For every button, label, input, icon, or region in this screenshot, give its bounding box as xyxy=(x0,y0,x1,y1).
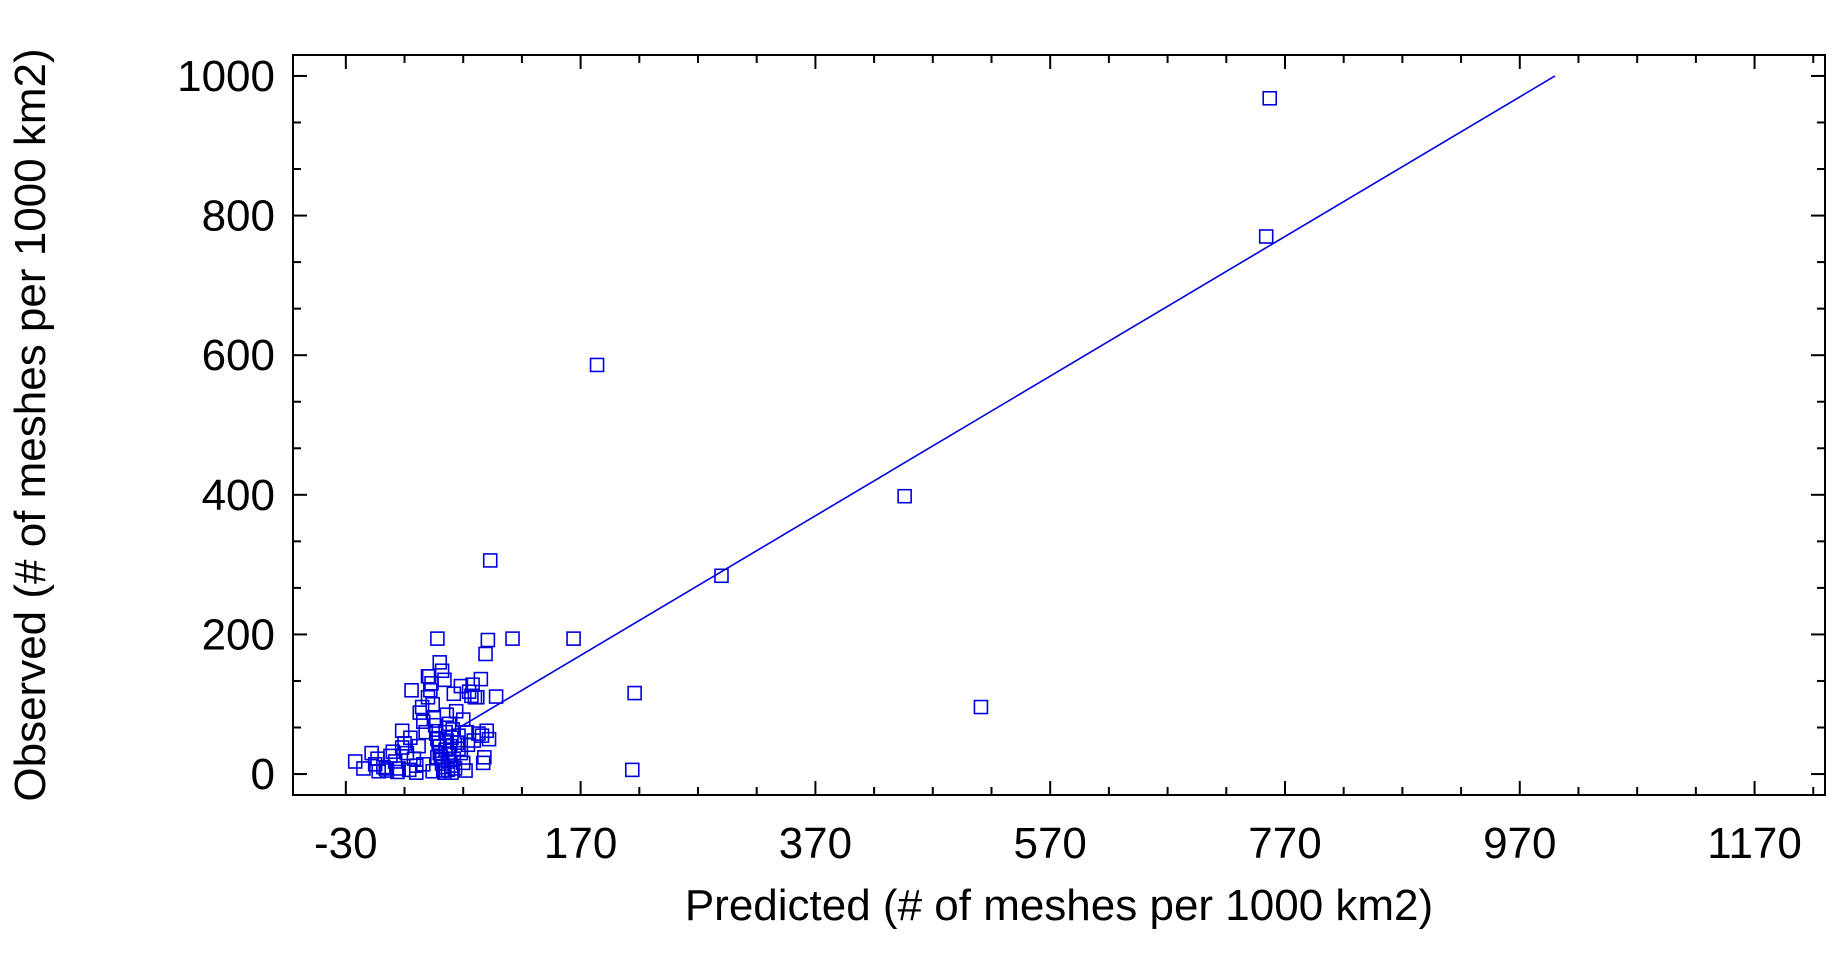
x-tick-label: 970 xyxy=(1483,819,1556,868)
data-point xyxy=(471,726,486,741)
y-tick-label: 800 xyxy=(202,192,275,241)
data-point xyxy=(437,672,452,688)
data-point xyxy=(390,764,405,780)
data-point xyxy=(480,632,496,648)
data-point xyxy=(439,707,455,723)
data-point xyxy=(488,689,504,704)
data-point xyxy=(371,763,386,779)
data-point xyxy=(897,488,912,504)
data-point xyxy=(624,762,640,778)
plot-frame xyxy=(292,54,1826,796)
data-point xyxy=(447,761,463,776)
x-tick-label: 570 xyxy=(1013,819,1086,868)
data-point xyxy=(434,663,450,679)
data-point xyxy=(451,741,466,757)
x-tick-label: 1170 xyxy=(1707,819,1802,868)
data-point xyxy=(470,689,485,705)
data-point xyxy=(379,763,395,778)
data-point xyxy=(455,755,471,771)
data-point xyxy=(589,357,605,373)
fit-line-group xyxy=(456,75,1556,730)
x-tick-label: 770 xyxy=(1248,819,1321,868)
fit-line xyxy=(456,75,1556,730)
data-point xyxy=(385,744,401,760)
y-tick-label: 400 xyxy=(202,471,275,520)
data-point xyxy=(973,699,989,715)
data-point xyxy=(408,765,424,780)
data-point xyxy=(477,750,492,765)
data-point xyxy=(404,682,419,698)
data-point xyxy=(458,763,473,778)
data-point xyxy=(430,750,445,765)
tick-labels: -30 170 370 570 770 970 1170 0 200 400 600 800 1000 xyxy=(177,52,1802,868)
data-point xyxy=(627,685,642,701)
data-point xyxy=(473,671,489,687)
data-point xyxy=(505,631,520,646)
data-point xyxy=(481,731,497,747)
axis-ticks xyxy=(293,55,1825,795)
data-point xyxy=(425,763,440,779)
y-axis-title: Observed (# of meshes per 1000 km2) xyxy=(6,48,55,801)
y-tick-label: 200 xyxy=(202,610,275,659)
data-points xyxy=(347,90,1278,780)
y-tick-label: 0 xyxy=(251,750,275,799)
data-point xyxy=(412,705,428,720)
x-tick-label: -30 xyxy=(314,819,378,868)
data-point xyxy=(432,655,448,670)
data-point xyxy=(411,738,426,754)
data-point xyxy=(425,696,440,712)
data-point xyxy=(714,568,729,584)
data-point xyxy=(444,765,459,780)
data-point xyxy=(394,740,410,755)
x-tick-label: 170 xyxy=(544,819,617,868)
data-point xyxy=(416,714,431,729)
data-point xyxy=(356,761,371,776)
data-point xyxy=(430,631,445,646)
data-point xyxy=(453,678,469,694)
data-point xyxy=(1258,229,1274,244)
data-point xyxy=(403,730,418,746)
x-axis-title: Predicted (# of meshes per 1000 km2) xyxy=(685,881,1433,930)
data-point xyxy=(482,553,498,568)
data-point xyxy=(479,723,495,739)
data-point xyxy=(478,646,493,662)
data-point xyxy=(566,631,581,646)
y-tick-label: 1000 xyxy=(177,52,275,101)
x-tick-label: 370 xyxy=(779,819,852,868)
data-point xyxy=(1262,90,1278,106)
data-point xyxy=(441,747,457,762)
y-tick-label: 600 xyxy=(202,331,275,380)
data-point xyxy=(475,755,491,771)
